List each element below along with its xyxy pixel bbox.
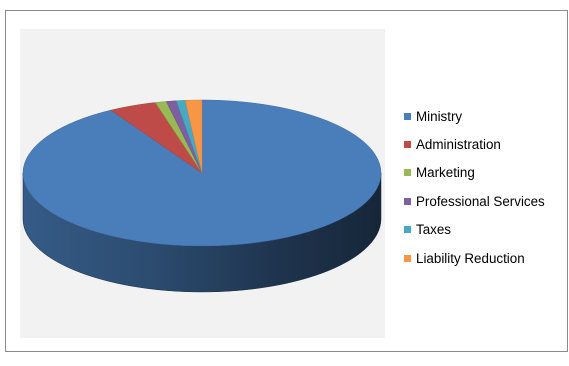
- legend: Ministry Administration Marketing Professio…: [404, 102, 564, 272]
- legend-label-liability-reduction: Liability Reduction: [416, 250, 525, 266]
- legend-swatch-taxes: [404, 226, 411, 234]
- legend-label-taxes: Taxes: [416, 222, 451, 238]
- legend-item-ministry: Ministry: [404, 102, 564, 130]
- chart-frame: Ministry Administration Marketing Professio…: [5, 10, 568, 352]
- pie-chart: [22, 99, 382, 293]
- legend-label-professional-services: Professional Services: [416, 193, 545, 209]
- legend-item-marketing: Marketing: [404, 159, 564, 187]
- legend-label-ministry: Ministry: [416, 108, 463, 124]
- legend-swatch-professional-services: [404, 197, 411, 205]
- pie-slice-liability-reduction: [184, 99, 203, 174]
- legend-label-administration: Administration: [416, 137, 501, 153]
- legend-swatch-liability-reduction: [404, 254, 411, 262]
- legend-swatch-ministry: [404, 112, 411, 120]
- plot-area: [20, 29, 385, 338]
- legend-swatch-administration: [404, 141, 411, 149]
- pie-tops: [22, 99, 382, 247]
- legend-item-administration: Administration: [404, 130, 564, 158]
- legend-label-marketing: Marketing: [416, 165, 475, 181]
- legend-item-liability-reduction: Liability Reduction: [404, 244, 564, 272]
- legend-item-taxes: Taxes: [404, 216, 564, 244]
- legend-swatch-marketing: [404, 169, 411, 177]
- legend-item-professional-services: Professional Services: [404, 187, 564, 215]
